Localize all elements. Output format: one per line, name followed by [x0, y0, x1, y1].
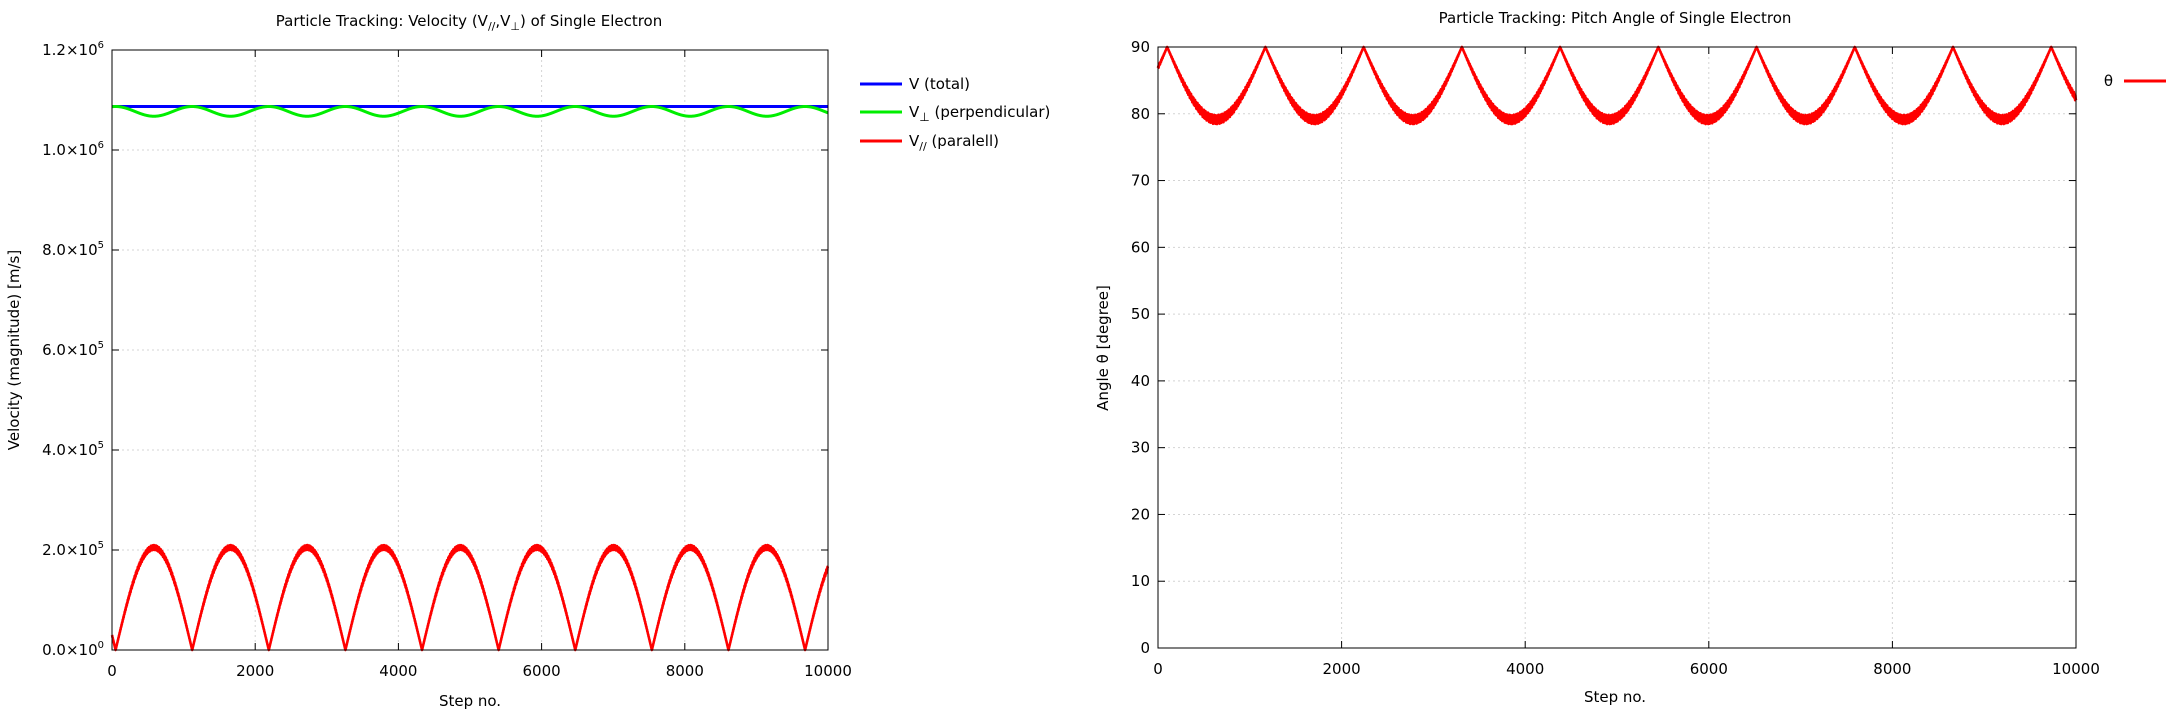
pitch-y-tick-label: 10	[1131, 572, 1150, 590]
pitch-chart: Particle Tracking: Pitch Angle of Single…	[1094, 9, 2166, 706]
velocity-y-tick-label: 4.0×105	[42, 440, 104, 459]
velocity-x-tick-label: 4000	[379, 662, 417, 680]
velocity-y-axis-label: Velocity (magnitude) [m/s]	[5, 250, 23, 450]
pitch-ticks	[1157, 46, 2077, 649]
velocity-y-tick-label: 1.2×106	[42, 40, 104, 59]
series-line-v-parallel	[110, 543, 830, 652]
velocity-legend: V (total) V⊥ (perpendicular) V// (parale…	[860, 75, 1050, 153]
legend-entry-v-parallel: V// (paralell)	[860, 132, 999, 153]
pitch-plot-frame	[1157, 46, 2077, 649]
velocity-chart-title: Particle Tracking: Velocity (V//,V⊥) of …	[276, 12, 663, 33]
velocity-x-tick-label: 8000	[666, 662, 704, 680]
pitch-y-tick-label: 80	[1131, 105, 1150, 123]
legend-label-v-parallel: V// (paralell)	[909, 132, 999, 153]
velocity-x-axis-label: Step no.	[439, 692, 501, 710]
pitch-x-tick-label: 6000	[1690, 660, 1728, 678]
pitch-grid	[1158, 47, 2076, 648]
pitch-x-tick-labels: 0 2000 4000 6000 8000 10000	[1153, 660, 2100, 678]
legend-entry-v-total: V (total)	[860, 75, 970, 93]
velocity-y-tick-label: 6.0×105	[42, 340, 104, 359]
pitch-y-tick-label: 20	[1131, 505, 1150, 523]
velocity-x-tick-label: 0	[107, 662, 117, 680]
series-line-theta	[1156, 45, 2078, 126]
velocity-series	[110, 105, 830, 652]
pitch-series	[1156, 45, 2078, 126]
velocity-y-tick-label: 0.0×100	[42, 640, 104, 659]
velocity-x-tick-label: 2000	[236, 662, 274, 680]
pitch-y-tick-label: 40	[1131, 372, 1150, 390]
velocity-x-tick-label: 10000	[804, 662, 852, 680]
pitch-y-axis-label: Angle θ [degree]	[1094, 285, 1112, 411]
pitch-y-tick-label: 50	[1131, 305, 1150, 323]
velocity-chart: Particle Tracking: Velocity (V//,V⊥) of …	[5, 12, 1050, 710]
pitch-y-tick-label: 90	[1131, 38, 1150, 56]
pitch-y-tick-label: 30	[1131, 439, 1150, 457]
velocity-y-tick-labels: 0.0×100 2.0×105 4.0×105 6.0×105 8.0×105 1.0×1…	[42, 40, 104, 659]
series-line-v-perp	[110, 105, 830, 118]
pitch-chart-title: Particle Tracking: Pitch Angle of Single…	[1439, 9, 1792, 27]
legend-label-theta: θ	[2104, 72, 2113, 90]
legend-label-v-total: V (total)	[909, 75, 970, 93]
pitch-legend: θ	[2104, 72, 2166, 90]
pitch-x-tick-label: 4000	[1506, 660, 1544, 678]
pitch-y-tick-labels: 0 10 20 30 40 50 60 70 80 90	[1131, 38, 1150, 657]
legend-label-v-perp: V⊥ (perpendicular)	[909, 103, 1050, 124]
velocity-x-tick-label: 6000	[523, 662, 561, 680]
velocity-y-tick-label: 8.0×105	[42, 240, 104, 259]
pitch-x-tick-label: 2000	[1323, 660, 1361, 678]
pitch-y-tick-label: 70	[1131, 172, 1150, 190]
pitch-x-tick-label: 10000	[2052, 660, 2100, 678]
velocity-y-tick-label: 2.0×105	[42, 540, 104, 559]
velocity-x-tick-labels: 0 2000 4000 6000 8000 10000	[107, 662, 852, 680]
velocity-grid	[112, 50, 828, 650]
pitch-y-tick-label: 0	[1140, 639, 1150, 657]
velocity-plot-frame	[111, 49, 829, 651]
velocity-y-tick-label: 1.0×106	[42, 140, 104, 159]
pitch-x-axis-label: Step no.	[1584, 688, 1646, 706]
pitch-y-tick-label: 60	[1131, 238, 1150, 256]
legend-entry-v-perp: V⊥ (perpendicular)	[860, 103, 1050, 124]
pitch-x-tick-label: 0	[1153, 660, 1163, 678]
pitch-x-tick-label: 8000	[1873, 660, 1911, 678]
